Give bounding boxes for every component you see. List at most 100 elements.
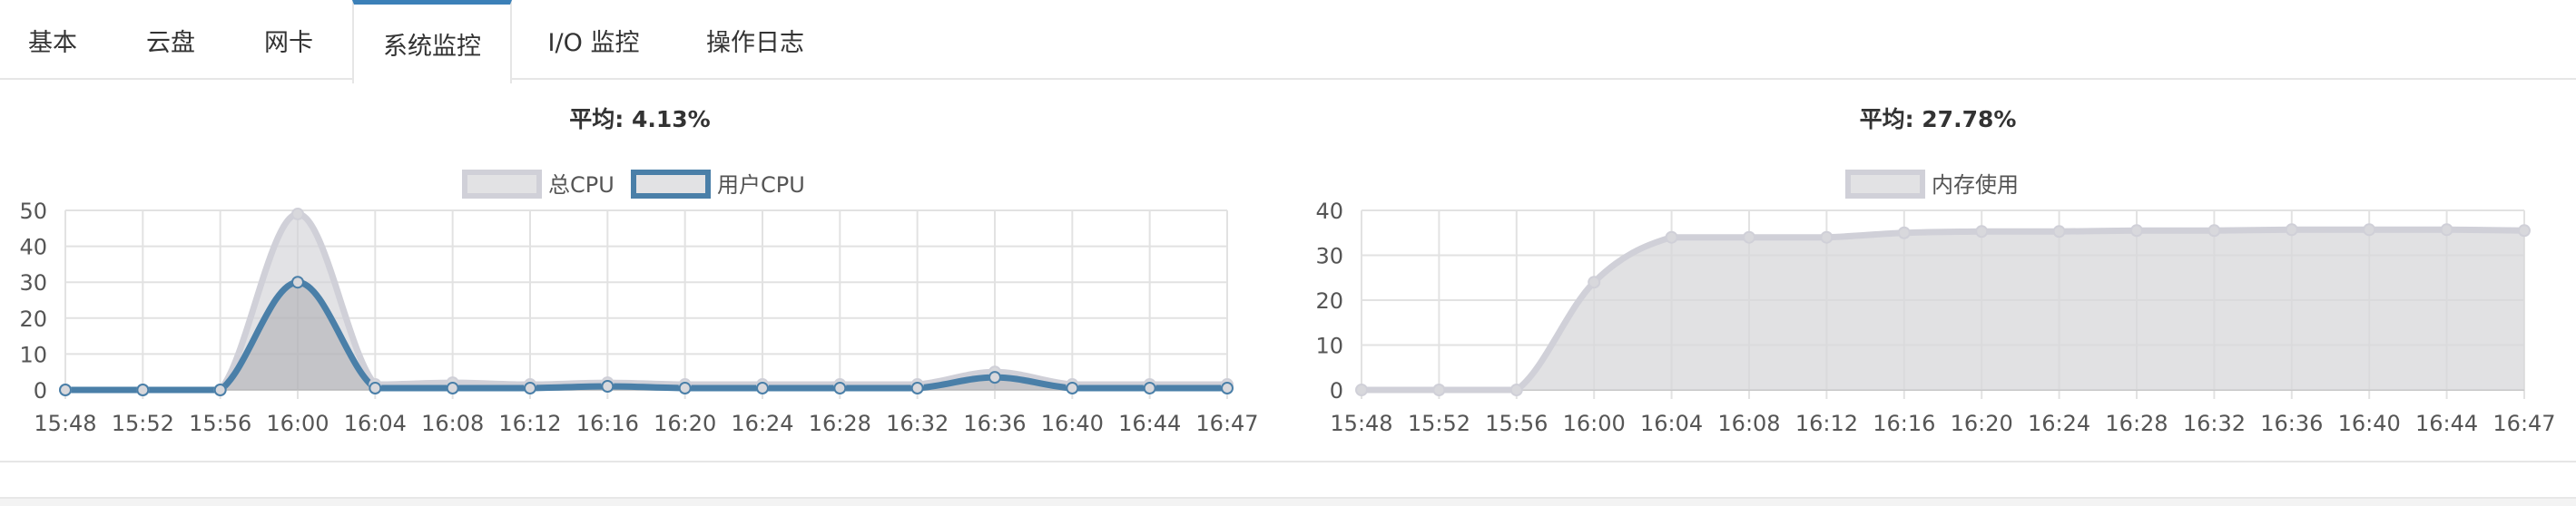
tab-io-monitor[interactable]: I/O 监控 — [547, 28, 640, 57]
legend-label: 用户CPU — [717, 172, 805, 198]
data-point — [988, 371, 1001, 384]
data-point — [910, 382, 924, 395]
legend-label: 内存使用 — [1932, 172, 2019, 198]
y-tick-label: 30 — [19, 270, 47, 296]
data-point — [2518, 224, 2531, 238]
x-tick-label: 16:04 — [1640, 411, 1703, 436]
x-tick-label: 16:24 — [2028, 411, 2090, 436]
x-tick-label: 16:12 — [1795, 411, 1858, 436]
y-tick-label: 40 — [19, 235, 47, 260]
legend-swatch — [1845, 170, 1925, 199]
data-point — [291, 276, 304, 289]
data-point — [2130, 224, 2143, 238]
x-tick-label: 16:00 — [266, 411, 329, 436]
legend-label: 总CPU — [548, 172, 615, 198]
data-point — [2052, 225, 2066, 238]
y-tick-label: 50 — [19, 199, 47, 224]
tab-bar: 基本 云盘 网卡 系统监控 I/O 监控 操作日志 — [0, 0, 2576, 83]
cpu-chart: 平均: 4.13% 总CPU 用户CPU 0 10 20 30 40 50 15:48 15:52 1… — [19, 106, 1258, 436]
series-line-0 — [1362, 226, 2525, 394]
data-point — [2440, 223, 2453, 237]
data-point — [1665, 230, 1678, 244]
data-point — [1066, 382, 1079, 395]
panel-divider — [0, 461, 2576, 462]
x-tick-label: 16:20 — [654, 411, 716, 436]
x-tick-label: 16:12 — [498, 411, 561, 436]
x-tick-label: 16:24 — [731, 411, 793, 436]
data-point — [601, 380, 615, 394]
data-point — [756, 382, 769, 395]
tab-basic[interactable]: 基本 — [28, 28, 77, 57]
charts-container: 平均: 4.13% 总CPU 用户CPU 0 10 20 30 40 50 15:48 15:52 1… — [19, 106, 2555, 436]
y-tick-label: 10 — [1315, 334, 1343, 359]
data-point — [524, 382, 536, 395]
data-point — [678, 382, 692, 395]
x-tick-label: 16:04 — [344, 411, 407, 436]
series-line-1 — [65, 278, 1227, 394]
data-point — [1820, 230, 1834, 244]
x-tick-label: 15:48 — [34, 411, 96, 436]
y-tick-label: 30 — [1315, 244, 1343, 269]
x-tick-label: 16:20 — [1951, 411, 2013, 436]
tab-nic[interactable]: 网卡 — [264, 28, 313, 57]
data-point — [1897, 226, 1911, 239]
x-tick-label: 16:16 — [576, 411, 639, 436]
data-point — [1143, 382, 1156, 395]
chart-title: 平均: 27.78% — [1860, 106, 2017, 132]
data-point — [1432, 384, 1446, 396]
data-point — [1743, 230, 1755, 244]
x-tick-label: 16:40 — [1041, 411, 1104, 436]
data-point — [446, 382, 459, 395]
data-point — [2207, 224, 2221, 238]
x-tick-label: 15:56 — [1485, 411, 1548, 436]
data-point — [59, 384, 72, 396]
memory-chart: 平均: 27.78% 内存使用 0 10 20 30 40 15:48 15:52 15:56 16… — [1315, 106, 2555, 436]
x-tick-label: 16:00 — [1563, 411, 1626, 436]
panel-footer — [0, 497, 2576, 506]
x-tick-label: 16:08 — [421, 411, 484, 436]
data-point — [1221, 382, 1234, 395]
x-tick-label: 16:32 — [2183, 411, 2246, 436]
x-tick-label: 16:28 — [2105, 411, 2168, 436]
legend-swatch — [631, 170, 711, 199]
data-point — [1975, 225, 1989, 238]
x-tick-label: 16:28 — [809, 411, 871, 436]
data-point — [291, 207, 304, 220]
data-point — [1355, 384, 1368, 396]
y-tick-label: 20 — [19, 307, 47, 332]
x-tick-label: 16:44 — [1118, 411, 1181, 436]
series-area-1 — [65, 282, 1227, 390]
y-tick-label: 0 — [1330, 378, 1343, 404]
data-point — [2363, 223, 2376, 237]
x-tick-label: 15:48 — [1330, 411, 1392, 436]
tab-system-monitor[interactable]: 系统监控 — [352, 0, 512, 83]
data-point — [1509, 384, 1523, 396]
x-tick-label: 16:40 — [2338, 411, 2401, 436]
legend-swatch — [462, 170, 542, 199]
data-point — [1588, 276, 1601, 289]
x-tick-label: 16:16 — [1873, 411, 1935, 436]
data-point — [2285, 223, 2298, 237]
y-tick-label: 20 — [1315, 288, 1343, 314]
data-point — [833, 382, 847, 395]
x-tick-label: 16:36 — [2260, 411, 2323, 436]
chart-title: 平均: 4.13% — [569, 106, 710, 132]
x-tick-label: 16:44 — [2415, 411, 2478, 436]
x-tick-label: 16:08 — [1717, 411, 1780, 436]
y-tick-label: 10 — [19, 342, 47, 367]
data-point — [213, 384, 227, 396]
series-area-0 — [65, 213, 1227, 390]
tab-operation-log[interactable]: 操作日志 — [706, 28, 804, 57]
x-tick-label: 16:47 — [2492, 411, 2555, 436]
tab-cloud-disk[interactable]: 云盘 — [146, 28, 195, 57]
data-point — [136, 384, 150, 396]
x-tick-label: 16:36 — [963, 411, 1026, 436]
y-tick-label: 0 — [34, 378, 47, 404]
y-tick-label: 40 — [1315, 199, 1343, 224]
x-tick-label: 15:52 — [112, 411, 174, 436]
data-point — [369, 382, 382, 395]
series-area-0 — [1362, 229, 2524, 390]
x-tick-label: 16:47 — [1195, 411, 1258, 436]
x-tick-label: 15:52 — [1408, 411, 1470, 436]
x-tick-label: 15:56 — [189, 411, 251, 436]
